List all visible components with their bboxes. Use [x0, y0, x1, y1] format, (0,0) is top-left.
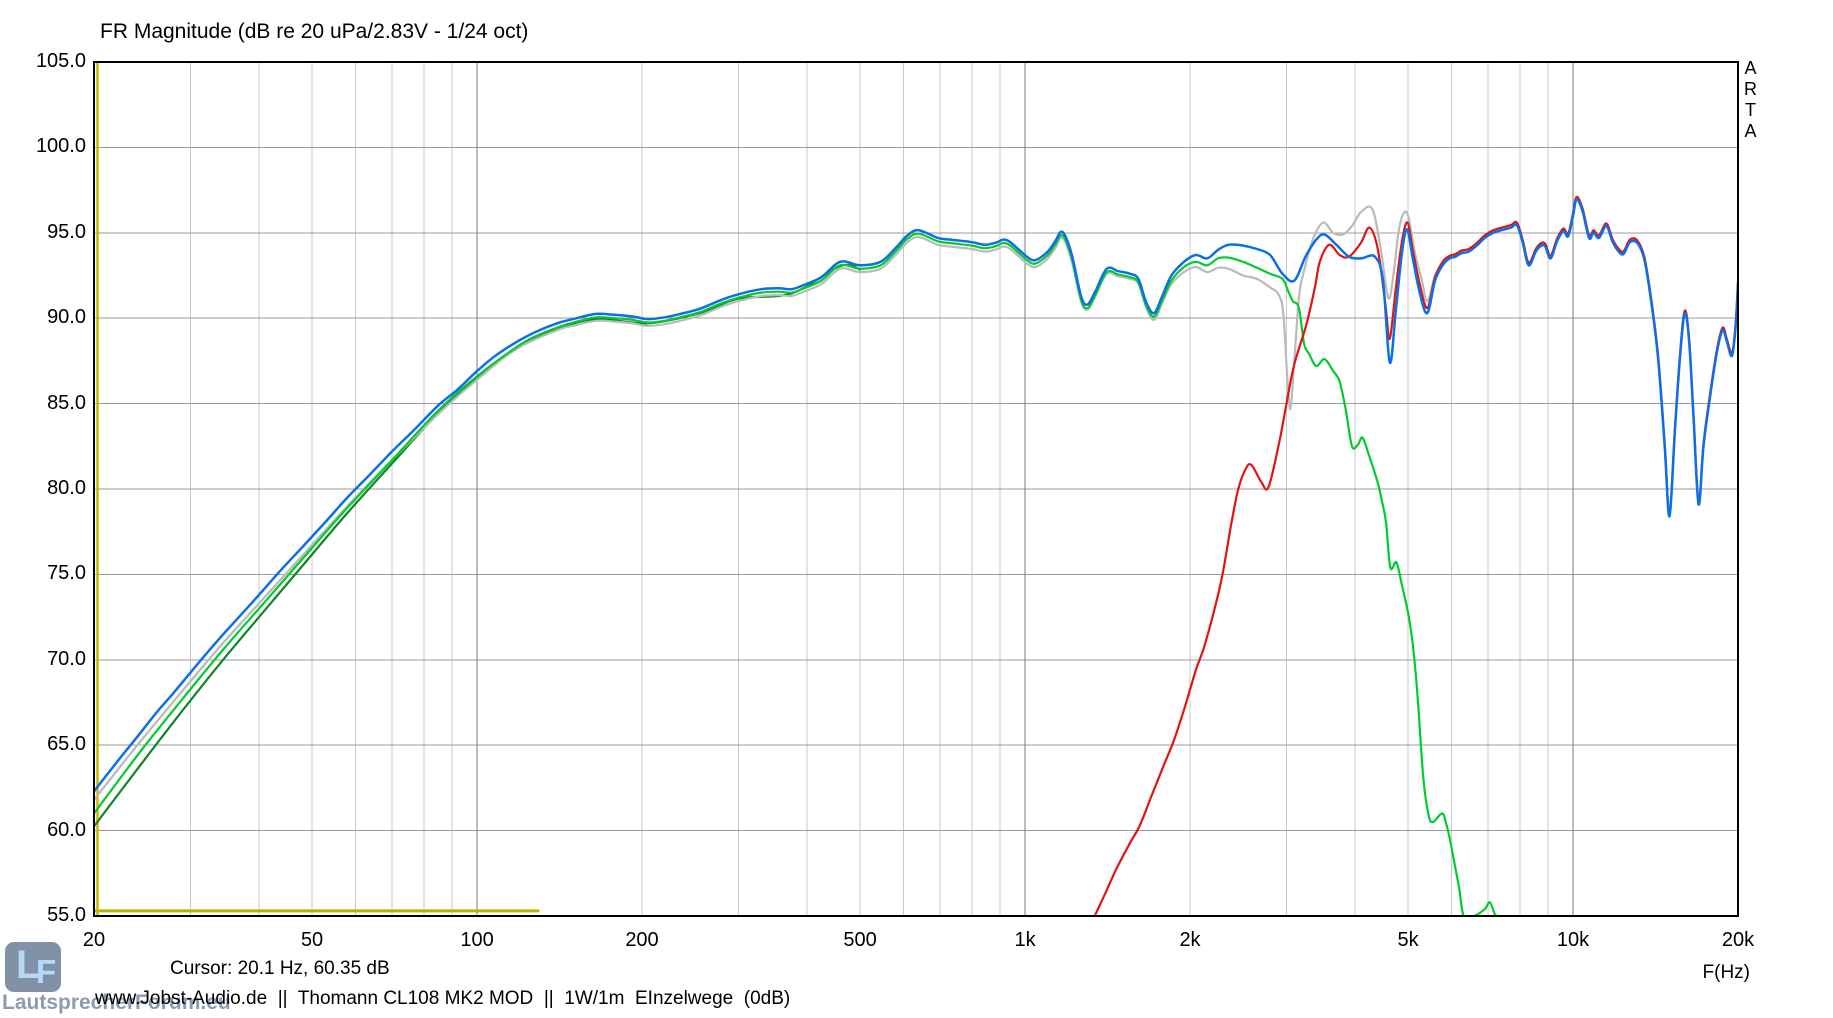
x-tick-label: 20 — [82, 929, 106, 951]
y-tick-label: 95.0 — [47, 220, 86, 243]
logo-letter-l: L — [16, 943, 41, 987]
arta-brand-vertical: A R T A — [1744, 58, 1757, 141]
x-tick-label: 50 — [300, 929, 324, 951]
lautsprecherforum-logo: L F — [5, 942, 61, 992]
y-tick-label: 55.0 — [47, 904, 86, 926]
y-tick-label: 100.0 — [35, 135, 86, 158]
curve-tweeter-red — [1093, 195, 1738, 916]
x-axis-unit-label: F(Hz) — [1702, 962, 1750, 983]
y-tick-label: 60.0 — [47, 818, 86, 841]
x-tick-label: 2k — [1179, 929, 1201, 951]
x-tick-label: 5k — [1397, 929, 1419, 951]
plot-frame — [93, 61, 1739, 917]
logo-letter-f: F — [36, 953, 57, 990]
x-tick-label: 200 — [625, 929, 659, 951]
curve-woofer-green — [94, 232, 1500, 916]
watermark-text: LautsprecherForum.eu — [2, 991, 231, 1014]
y-tick-label: 65.0 — [47, 733, 86, 756]
y-tick-label: 105.0 — [35, 50, 86, 72]
measurement-info-line: www.Jobst-Audio.de || Thomann CL108 MK2 … — [95, 988, 791, 1009]
y-tick-label: 80.0 — [47, 477, 86, 499]
curve-sum-blue — [94, 198, 1738, 793]
x-tick-label: 1k — [1014, 929, 1036, 951]
y-tick-label: 85.0 — [47, 391, 86, 414]
cursor-readout: Cursor: 20.1 Hz, 60.35 dB — [170, 958, 390, 979]
page-title: FR Magnitude (dB re 20 uPa/2.83V - 1/24 … — [100, 20, 529, 43]
x-tick-label: 20k — [1721, 929, 1755, 951]
x-tick-label: 500 — [843, 929, 877, 951]
y-tick-label: 75.0 — [47, 562, 86, 585]
x-tick-label: 10k — [1556, 929, 1590, 951]
y-tick-label: 90.0 — [47, 306, 86, 329]
curve-overlay-gray — [94, 205, 1457, 801]
y-tick-label: 70.0 — [47, 647, 86, 670]
x-tick-label: 100 — [460, 929, 494, 951]
